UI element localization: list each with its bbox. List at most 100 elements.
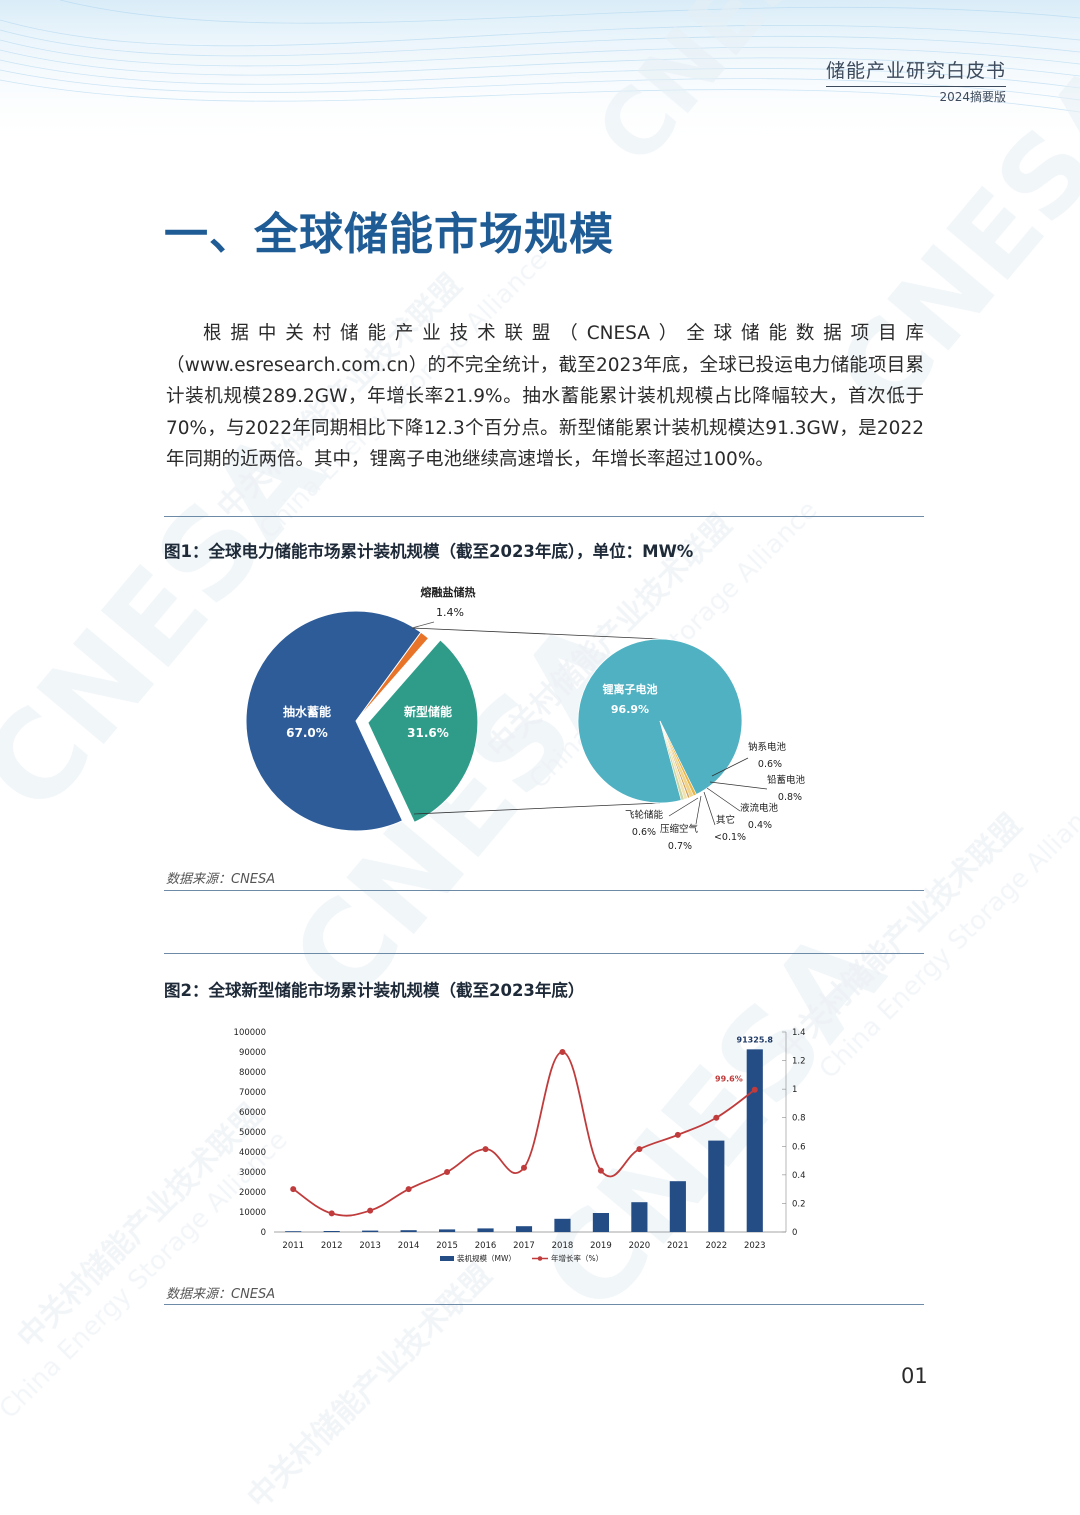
growth-point-2014	[405, 1186, 412, 1193]
growth-point-2021	[674, 1131, 681, 1138]
breakdown-leader-3	[706, 787, 741, 812]
left-axis-tick: 100000	[234, 1028, 266, 1038]
bar-2016	[477, 1228, 494, 1232]
pie-value-molten-salt: 1.4%	[436, 606, 464, 619]
growth-point-2022	[713, 1114, 720, 1121]
breakdown-leader-6	[668, 797, 699, 817]
breakdown-slice-6	[659, 720, 685, 801]
bar-2022	[708, 1140, 725, 1232]
right-axis-tick: 1.4	[792, 1028, 806, 1038]
pie-slice-molten-salt	[355, 631, 430, 722]
left-axis-tick: 0	[261, 1228, 266, 1238]
left-axis-tick: 80000	[239, 1068, 266, 1078]
pie-label-new-storage: 新型储能	[404, 704, 452, 719]
figure1-top-rule	[164, 516, 924, 517]
breakdown-value-6: 0.6%	[632, 827, 656, 838]
bar-2018	[554, 1218, 571, 1232]
bar-2019	[592, 1213, 609, 1232]
bar-2021	[669, 1181, 686, 1232]
bar-2017	[515, 1226, 533, 1232]
right-axis-tick: 0.4	[792, 1171, 806, 1181]
intro-paragraph: 根据中关村储能产业技术联盟（CNESA）全球储能数据项目库（www.esrese…	[166, 323, 924, 470]
bar-2013	[362, 1230, 379, 1232]
bar-2015	[439, 1229, 456, 1232]
growth-point-2011	[290, 1186, 297, 1193]
breakdown-value-4: <0.1%	[714, 832, 746, 843]
x-tick-2011: 2011	[282, 1241, 304, 1251]
left-axis-tick: 30000	[239, 1168, 266, 1178]
left-axis-tick: 90000	[239, 1048, 266, 1058]
growth-point-2019	[597, 1167, 604, 1174]
figure2-combo-chart: 0 10000 20000 30000 40000 50000 60000 70000 8000…	[234, 1028, 806, 1263]
pie-value-new-storage: 31.6%	[407, 726, 449, 740]
figure2-source: 数据来源：CNESA	[166, 1287, 276, 1302]
x-tick-2017: 2017	[513, 1241, 535, 1251]
pie-label-pumped-hydro: 抽水蓄能	[283, 704, 331, 719]
right-axis-tick: 0.6	[792, 1142, 806, 1152]
document-title: 储能产业研究白皮书	[825, 56, 1006, 87]
breakdown-leader-2	[709, 781, 768, 790]
bar-2012	[323, 1231, 340, 1232]
pie-leader-molten-salt	[411, 621, 435, 629]
breakdown-label-li-ion: 锂离子电池	[603, 682, 658, 696]
growth-point-2015	[444, 1169, 451, 1175]
connector-bottom	[413, 802, 661, 815]
breakdown-leader-1	[711, 757, 749, 777]
breakdown-label-6: 飞轮储能	[625, 809, 664, 821]
figure2-top-rule	[164, 953, 924, 954]
left-axis-tick: 10000	[239, 1208, 266, 1218]
right-axis-tick: 1.2	[792, 1057, 806, 1067]
x-tick-2020: 2020	[629, 1241, 651, 1251]
bar-2014	[400, 1230, 417, 1232]
left-axis-tick: 60000	[239, 1108, 266, 1118]
page-number: 01	[901, 1364, 928, 1388]
left-axis-tick: 70000	[239, 1088, 266, 1098]
bar-2023	[746, 1049, 763, 1232]
x-tick-2012: 2012	[321, 1241, 343, 1251]
right-axis-tick: 1	[792, 1085, 797, 1095]
right-axis-tick: 0	[792, 1228, 797, 1238]
breakdown-value-2: 0.8%	[778, 792, 802, 803]
figure1-title: 图1：全球电力储能市场累计装机规模（截至2023年底），单位：MW%	[164, 542, 694, 561]
breakdown-label-5: 压缩空气	[660, 823, 699, 835]
breakdown-value-5: 0.7%	[668, 841, 692, 852]
right-axis-tick: 0.2	[792, 1199, 806, 1209]
growth-point-2012	[328, 1210, 335, 1217]
x-tick-2019: 2019	[590, 1241, 612, 1251]
figure2-title: 图2：全球新型储能市场累计装机规模（截至2023年底）	[164, 981, 585, 1000]
pie-slice-pumped-hydro	[245, 610, 422, 832]
bar-2020	[631, 1202, 648, 1232]
figure1-bottom-rule	[164, 890, 924, 891]
growth-point-2023	[751, 1086, 758, 1093]
breakdown-value-3: 0.4%	[748, 820, 772, 831]
legend-swatch-bar	[440, 1256, 454, 1261]
figure1-source: 数据来源：CNESA	[166, 872, 276, 887]
pie-value-pumped-hydro: 67.0%	[286, 726, 328, 740]
x-tick-2021: 2021	[667, 1241, 689, 1251]
growth-point-2018	[559, 1049, 566, 1055]
growth-point-2020	[636, 1146, 643, 1153]
figure2-bottom-rule	[164, 1304, 924, 1305]
x-tick-2014: 2014	[398, 1241, 420, 1251]
growth-point-2013	[367, 1207, 374, 1214]
left-axis-tick: 50000	[239, 1128, 266, 1138]
x-tick-2022: 2022	[705, 1241, 727, 1251]
breakdown-label-1: 钠系电池	[748, 741, 787, 753]
legend-marker-line	[537, 1256, 543, 1261]
left-axis-tick: 20000	[239, 1188, 266, 1198]
pie-slice-new-storage	[367, 639, 479, 824]
x-tick-2023: 2023	[744, 1241, 766, 1251]
legend-label-bar: 装机规模（MW）	[457, 1253, 516, 1263]
growth-point-2017	[521, 1164, 527, 1171]
right-axis-tick: 0.8	[792, 1114, 806, 1124]
svg-text:中关村储能产业技术联盟: 中关村储能产业技术联盟	[241, 1258, 499, 1515]
bar-2011	[285, 1231, 302, 1232]
legend-label-line: 年增长率（%）	[551, 1253, 603, 1263]
x-tick-2018: 2018	[552, 1241, 574, 1251]
figure1-pie-chart: 抽水蓄能 67.0% 新型储能 31.6% 熔融盐储热 1.4% 锂离子电池 96.9% 钠系电…	[245, 585, 806, 852]
growth-rate-line	[292, 1051, 756, 1217]
breakdown-value-1: 0.6%	[758, 759, 782, 770]
x-tick-2015: 2015	[436, 1241, 458, 1251]
line-data-label: 99.6%	[715, 1075, 743, 1084]
edition-label: 2024摘要版	[939, 90, 1006, 104]
